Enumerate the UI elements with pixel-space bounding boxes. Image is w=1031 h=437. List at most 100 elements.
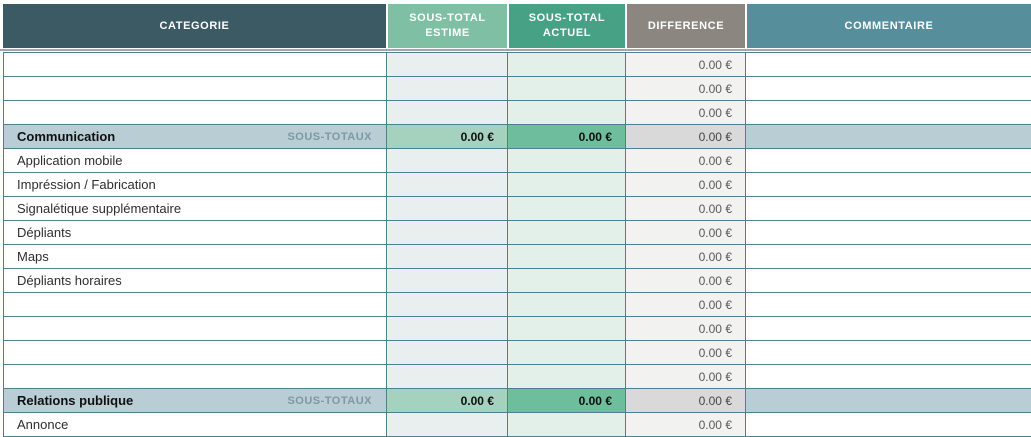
header-cell-commentaire[interactable]: COMMENTAIRE <box>745 4 1031 48</box>
cell-sous-total-estime[interactable] <box>386 341 507 364</box>
cell-commentaire[interactable] <box>745 173 1031 196</box>
cell-categorie[interactable]: Impréssion / Fabrication <box>3 173 386 196</box>
cell-sous-total-estime[interactable]: 0.00 € <box>386 125 507 148</box>
cell-categorie[interactable]: Relations publique SOUS-TOTAUX <box>3 389 386 412</box>
cell-commentaire[interactable] <box>745 221 1031 244</box>
header-cell-categorie[interactable]: CATEGORIE <box>3 4 386 48</box>
cell-sous-total-actuel[interactable] <box>507 101 625 124</box>
cell-sous-total-estime[interactable]: 0.00 € <box>386 389 507 412</box>
category-label: Dépliants horaires <box>17 273 122 288</box>
cell-commentaire[interactable] <box>745 341 1031 364</box>
cell-commentaire[interactable] <box>745 317 1031 340</box>
cell-sous-total-estime[interactable] <box>386 317 507 340</box>
cell-sous-total-actuel[interactable] <box>507 293 625 316</box>
cell-categorie[interactable] <box>3 365 386 388</box>
cell-difference[interactable]: 0.00 € <box>625 197 745 220</box>
cell-difference[interactable]: 0.00 € <box>625 245 745 268</box>
cell-difference[interactable]: 0.00 € <box>625 413 745 436</box>
table-row: Maps 0.00 € <box>3 245 1031 269</box>
cell-sous-total-estime[interactable] <box>386 221 507 244</box>
cell-difference[interactable]: 0.00 € <box>625 389 745 412</box>
cell-difference[interactable]: 0.00 € <box>625 149 745 172</box>
cell-categorie[interactable]: Dépliants <box>3 221 386 244</box>
cell-categorie[interactable]: Communication SOUS-TOTAUX <box>3 125 386 148</box>
cell-sous-total-actuel[interactable] <box>507 269 625 292</box>
cell-commentaire[interactable] <box>745 197 1031 220</box>
cell-sous-total-actuel[interactable] <box>507 197 625 220</box>
cell-commentaire[interactable] <box>745 245 1031 268</box>
cell-commentaire[interactable] <box>745 365 1031 388</box>
table-row: Annonce 0.00 € <box>3 413 1031 437</box>
cell-categorie[interactable]: Maps <box>3 245 386 268</box>
cell-sous-total-estime[interactable] <box>386 365 507 388</box>
cell-difference[interactable]: 0.00 € <box>625 53 745 76</box>
header-label-difference: DIFFERENCE <box>647 19 725 32</box>
cell-categorie[interactable]: Dépliants horaires <box>3 269 386 292</box>
cell-sous-total-estime[interactable] <box>386 53 507 76</box>
cell-sous-total-actuel[interactable] <box>507 365 625 388</box>
cell-difference[interactable]: 0.00 € <box>625 173 745 196</box>
subtotal-tag-label: SOUS-TOTAUX <box>287 130 372 143</box>
cell-commentaire[interactable] <box>745 77 1031 100</box>
cell-sous-total-actuel[interactable] <box>507 77 625 100</box>
cell-sous-total-estime[interactable] <box>386 245 507 268</box>
cell-difference[interactable]: 0.00 € <box>625 101 745 124</box>
cell-commentaire[interactable] <box>745 269 1031 292</box>
cell-difference[interactable]: 0.00 € <box>625 317 745 340</box>
cell-sous-total-estime[interactable] <box>386 149 507 172</box>
cell-sous-total-estime[interactable] <box>386 173 507 196</box>
cell-categorie[interactable] <box>3 77 386 100</box>
cell-sous-total-actuel[interactable] <box>507 149 625 172</box>
cell-sous-total-estime[interactable] <box>386 197 507 220</box>
cell-difference-value: 0.00 € <box>698 345 732 360</box>
category-label: Signalétique supplémentaire <box>17 201 182 216</box>
header-cell-sous-total-actuel[interactable]: SOUS-TOTAL ACTUEL <box>507 4 625 48</box>
cell-sous-total-estime[interactable] <box>386 293 507 316</box>
cell-categorie[interactable]: Application mobile <box>3 149 386 172</box>
category-label: Impréssion / Fabrication <box>17 177 156 192</box>
cell-categorie[interactable] <box>3 341 386 364</box>
cell-categorie[interactable] <box>3 317 386 340</box>
cell-sous-total-actuel[interactable] <box>507 173 625 196</box>
cell-sous-total-estime[interactable] <box>386 413 507 436</box>
cell-sous-total-actuel[interactable] <box>507 413 625 436</box>
cell-difference[interactable]: 0.00 € <box>625 125 745 148</box>
cell-difference[interactable]: 0.00 € <box>625 269 745 292</box>
cell-commentaire[interactable] <box>745 293 1031 316</box>
cell-categorie[interactable]: Signalétique supplémentaire <box>3 197 386 220</box>
cell-commentaire[interactable] <box>745 389 1031 412</box>
cell-sous-total-actuel[interactable] <box>507 317 625 340</box>
cell-commentaire[interactable] <box>745 149 1031 172</box>
cell-sous-total-estime[interactable] <box>386 269 507 292</box>
cell-commentaire[interactable] <box>745 101 1031 124</box>
header-label-categorie: CATEGORIE <box>159 19 230 32</box>
cell-sous-total-actuel[interactable] <box>507 53 625 76</box>
cell-categorie[interactable]: Annonce <box>3 413 386 436</box>
header-label-commentaire: COMMENTAIRE <box>844 19 934 32</box>
cell-sous-total-actuel[interactable] <box>507 221 625 244</box>
cell-sous-total-actuel[interactable]: 0.00 € <box>507 125 625 148</box>
cell-difference[interactable]: 0.00 € <box>625 365 745 388</box>
header-label-estime-line2: ESTIME <box>425 27 470 39</box>
cell-difference-value: 0.00 € <box>698 177 732 192</box>
cell-commentaire[interactable] <box>745 413 1031 436</box>
cell-categorie[interactable] <box>3 53 386 76</box>
cell-difference[interactable]: 0.00 € <box>625 221 745 244</box>
cell-sous-total-actuel[interactable] <box>507 245 625 268</box>
cell-commentaire[interactable] <box>745 53 1031 76</box>
header-cell-difference[interactable]: DIFFERENCE <box>625 4 745 48</box>
cell-commentaire[interactable] <box>745 125 1031 148</box>
cell-difference-value: 0.00 € <box>698 417 732 432</box>
cell-difference[interactable]: 0.00 € <box>625 77 745 100</box>
cell-categorie[interactable] <box>3 101 386 124</box>
header-cell-sous-total-estime[interactable]: SOUS-TOTAL ESTIME <box>386 4 507 48</box>
cell-sous-total-estime[interactable] <box>386 101 507 124</box>
cell-sous-total-actuel[interactable]: 0.00 € <box>507 389 625 412</box>
cell-difference[interactable]: 0.00 € <box>625 293 745 316</box>
category-label: Maps <box>17 249 49 264</box>
cell-sous-total-actuel[interactable] <box>507 341 625 364</box>
cell-categorie[interactable] <box>3 293 386 316</box>
cell-sous-total-estime[interactable] <box>386 77 507 100</box>
cell-difference-value: 0.00 € <box>698 153 732 168</box>
cell-difference[interactable]: 0.00 € <box>625 341 745 364</box>
